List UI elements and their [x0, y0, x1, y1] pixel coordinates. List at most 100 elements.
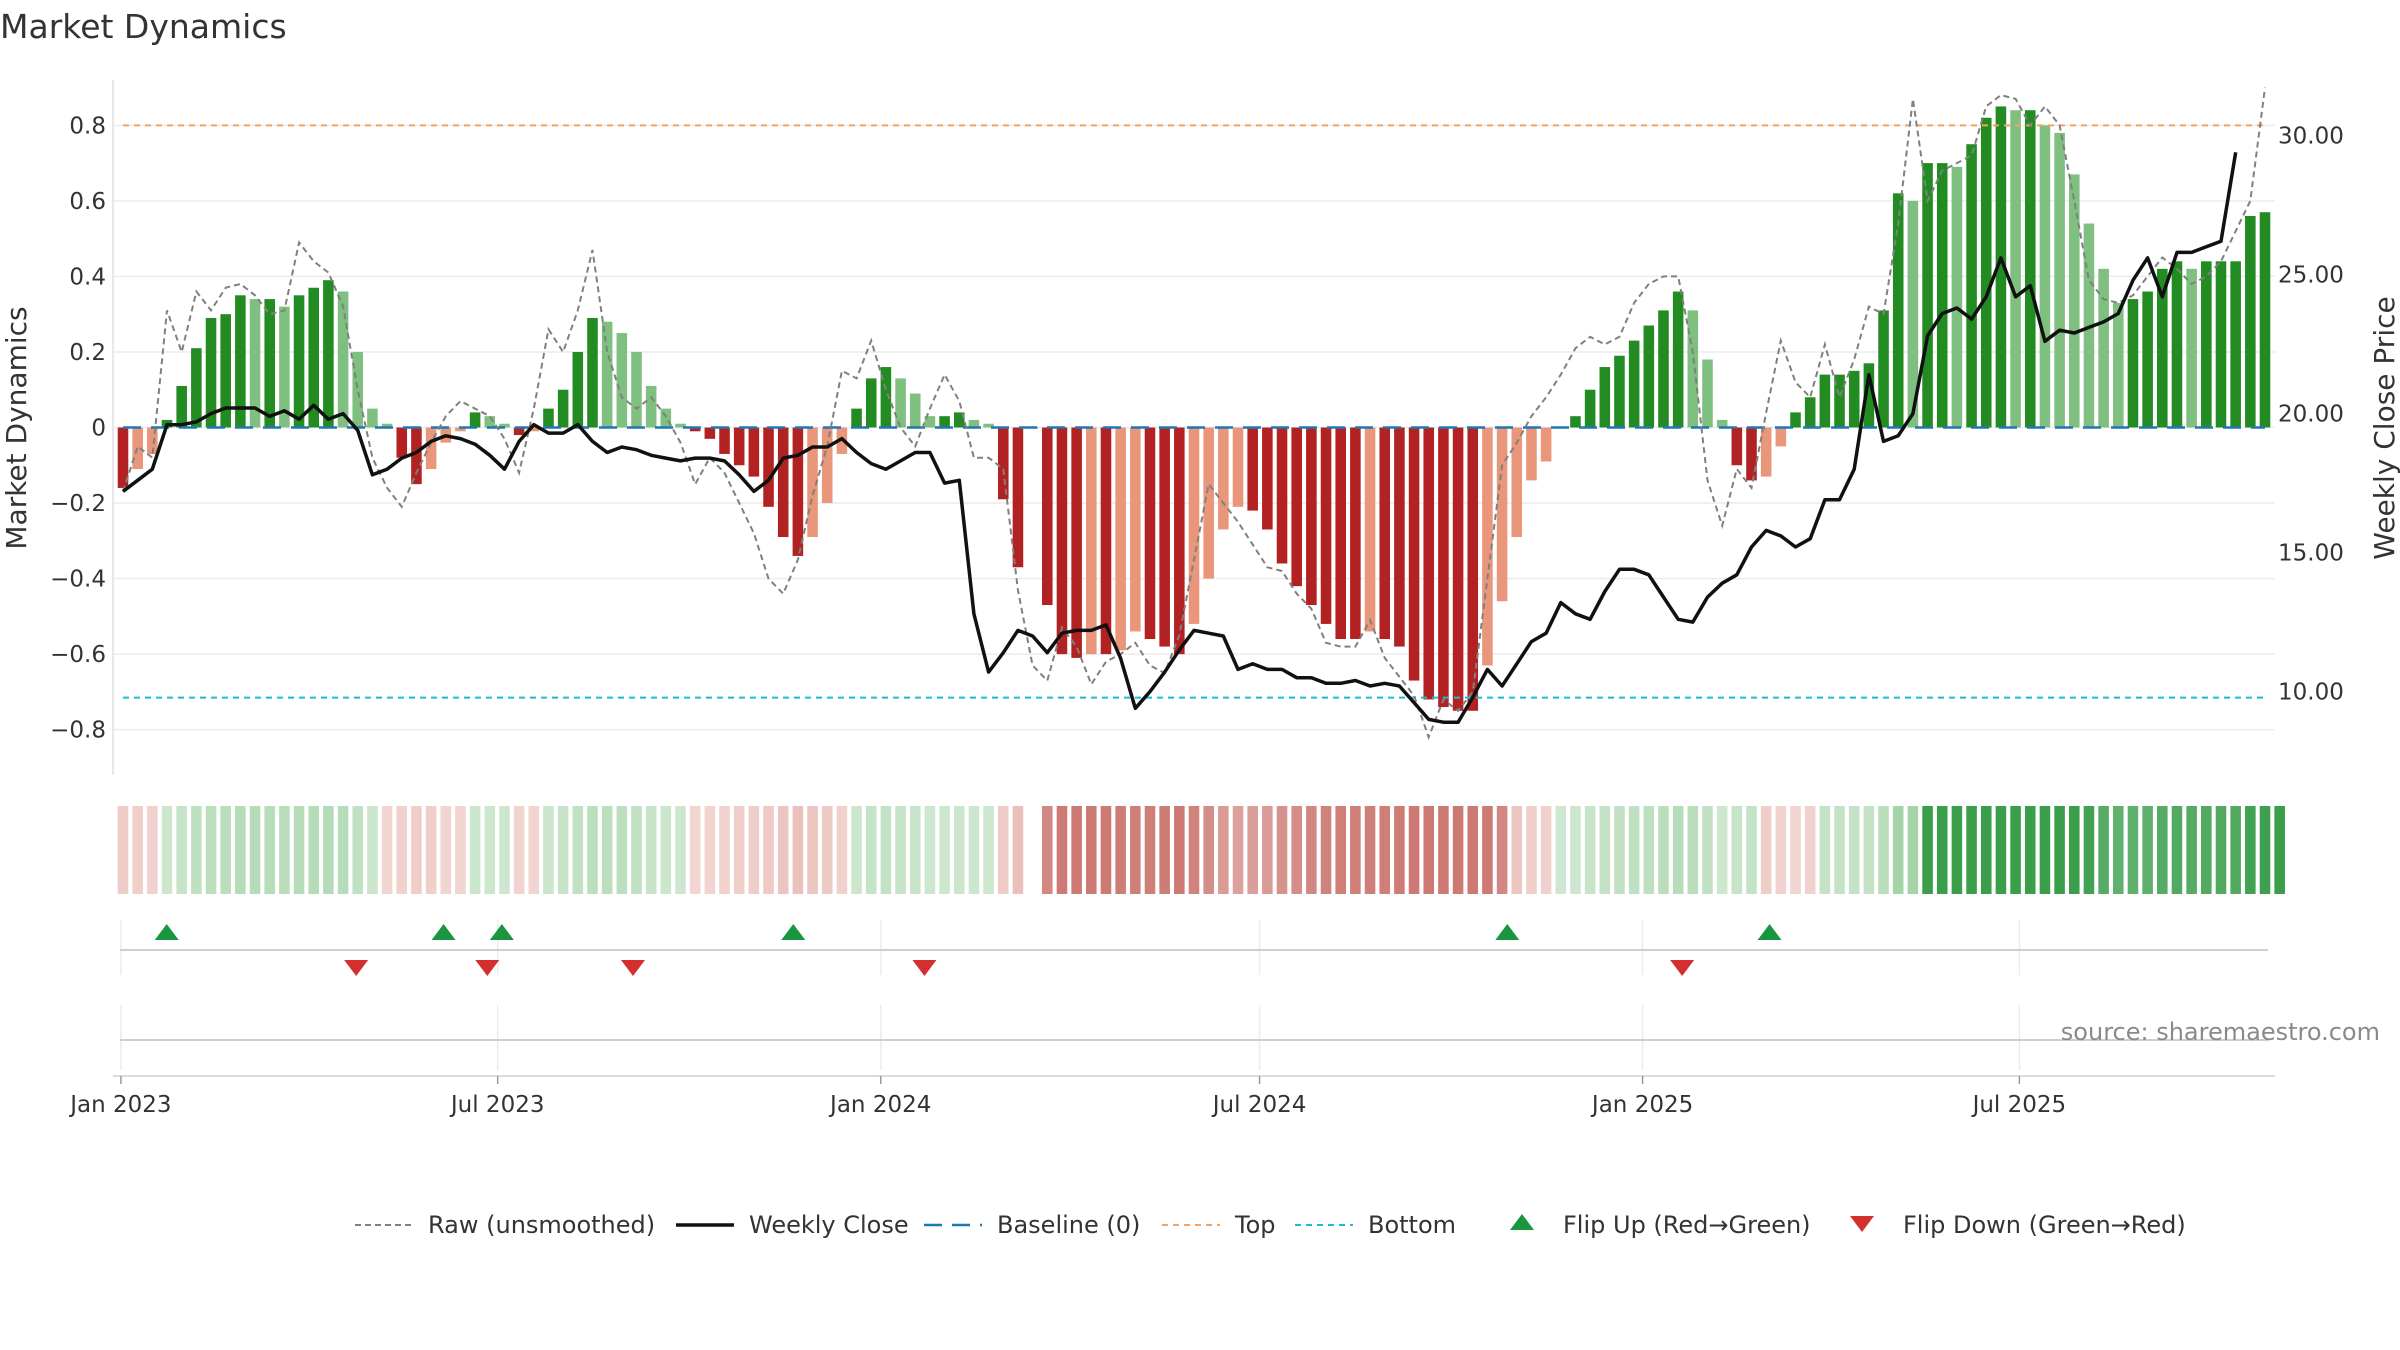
flip-down-marker — [475, 960, 500, 976]
regime-band — [1511, 806, 1523, 894]
dynamics-bar — [1130, 427, 1141, 632]
dynamics-bar — [821, 427, 833, 504]
regime-band — [645, 806, 657, 894]
dynamics-bar — [2230, 261, 2241, 428]
y-tick-label-right: 25.00 — [2278, 263, 2344, 289]
regime-band — [1335, 806, 1346, 894]
regime-band — [411, 806, 422, 894]
dynamics-bar — [777, 427, 789, 538]
dynamics-bar — [1863, 363, 1875, 428]
regime-band — [323, 806, 334, 894]
regime-band — [543, 806, 554, 894]
regime-band — [1966, 806, 1977, 894]
y-axis-label-right: Weekly Close Price — [2368, 296, 2400, 559]
flip-markers-panel — [154, 924, 1782, 976]
dynamics-bar — [1570, 416, 1581, 428]
regime-band — [865, 806, 877, 894]
dynamics-bar — [939, 416, 950, 428]
regime-band — [2245, 806, 2256, 894]
dynamics-bar — [1071, 427, 1082, 658]
dynamics-bar — [1716, 419, 1728, 428]
dynamics-bar — [499, 423, 510, 428]
regime-band — [1804, 806, 1816, 894]
regime-band — [1760, 806, 1772, 894]
dynamics-bar — [2039, 125, 2051, 428]
x-tick-label: Jul 2024 — [1211, 1092, 1307, 1118]
x-tick-label: Jul 2025 — [1971, 1092, 2067, 1118]
regime-band — [719, 806, 730, 894]
regime-band — [733, 806, 745, 894]
regime-band — [1408, 806, 1420, 894]
dynamics-bar — [616, 333, 628, 428]
dynamics-bar — [1951, 166, 1963, 428]
dynamics-bar — [1056, 427, 1068, 655]
dynamics-bar — [1291, 427, 1302, 587]
dynamics-bar — [1496, 427, 1508, 602]
regime-band — [1555, 806, 1567, 894]
regime-band — [1086, 806, 1097, 894]
legend-label: Weekly Close — [749, 1211, 909, 1239]
regime-band — [939, 806, 950, 894]
dynamics-bar — [2215, 261, 2227, 428]
dynamics-bar — [1423, 427, 1435, 700]
dynamics-bar — [587, 317, 598, 428]
y-tick-label-right: 30.00 — [2278, 124, 2344, 150]
dynamics-bar — [1731, 427, 1743, 466]
regime-band — [2010, 806, 2021, 894]
series-lines — [121, 87, 2266, 741]
regime-band — [293, 806, 305, 894]
dynamics-bar — [1760, 427, 1772, 477]
regime-band — [1834, 806, 1845, 894]
legend-item-baseline: Baseline (0) — [924, 1211, 1140, 1239]
regime-band — [1731, 806, 1743, 894]
dynamics-bar — [2201, 261, 2212, 428]
regime-band — [2215, 806, 2227, 894]
y-tick-label-left: 0.2 — [69, 340, 106, 366]
dynamics-bar — [880, 367, 892, 428]
regime-band — [381, 806, 393, 894]
dynamics-bar — [1100, 427, 1112, 655]
dynamics-bar — [968, 419, 980, 428]
dynamics-bar — [1526, 427, 1537, 481]
regime-band — [205, 806, 217, 894]
flip-down-marker — [344, 960, 369, 976]
regime-band — [909, 806, 921, 894]
regime-band — [352, 806, 364, 894]
dynamics-bar — [1232, 427, 1244, 507]
dynamics-bar — [543, 408, 554, 428]
regime-band — [2083, 806, 2095, 894]
regime-band — [851, 806, 862, 894]
regime-band — [1012, 806, 1024, 894]
legend-label: Top — [1234, 1211, 1276, 1239]
dynamics-bar — [572, 351, 584, 428]
regime-band — [513, 806, 525, 894]
dynamics-bar — [2157, 268, 2168, 428]
dynamics-bar — [1936, 163, 1948, 428]
regime-band — [660, 806, 672, 894]
legend-item-close: Weekly Close — [676, 1211, 909, 1239]
dynamics-bar — [1174, 427, 1185, 655]
dynamics-bar — [953, 412, 965, 428]
regime-band — [1526, 806, 1537, 894]
dynamics-bar — [176, 385, 187, 428]
regime-band — [1980, 806, 1992, 894]
x-tick-label: Jan 2023 — [68, 1092, 171, 1118]
regime-band — [1115, 806, 1126, 894]
regime-band — [689, 806, 701, 894]
dynamics-bar — [631, 351, 642, 428]
regime-band — [1951, 806, 1963, 894]
dynamics-bar — [1306, 427, 1317, 606]
regime-band — [1482, 806, 1493, 894]
flip-up-marker — [1495, 924, 1520, 940]
y-tick-label-left: 0.6 — [69, 189, 106, 215]
regime-band — [308, 806, 320, 894]
y-tick-label-left: −0.8 — [50, 718, 106, 744]
dynamics-bar — [2054, 132, 2065, 428]
regime-band — [1350, 806, 1361, 894]
dynamics-bar — [1012, 427, 1024, 568]
regime-band — [953, 806, 965, 894]
regime-band — [147, 806, 158, 894]
dynamics-bar — [308, 287, 320, 428]
regime-band — [1716, 806, 1728, 894]
dynamics-bar — [2113, 302, 2124, 428]
